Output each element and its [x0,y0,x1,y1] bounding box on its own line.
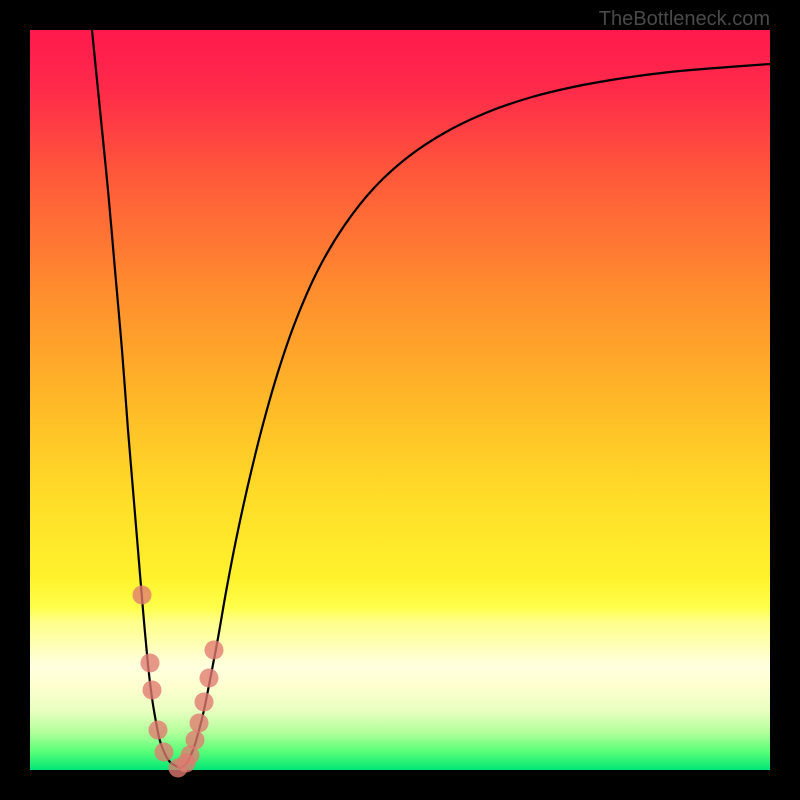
marker-point [155,743,174,762]
chart-root: TheBottleneck.com [0,0,800,800]
marker-point [141,654,160,673]
marker-point [149,721,168,740]
marker-point [143,681,162,700]
marker-point [195,693,214,712]
series-right-branch [180,64,770,768]
series-left-branch [88,0,180,768]
curve-layer [30,30,770,770]
marker-point [190,714,209,733]
marker-point [133,586,152,605]
marker-point [205,641,224,660]
plot-area [30,30,770,770]
watermark-text: TheBottleneck.com [599,8,770,31]
marker-point [186,731,205,750]
marker-point [200,669,219,688]
